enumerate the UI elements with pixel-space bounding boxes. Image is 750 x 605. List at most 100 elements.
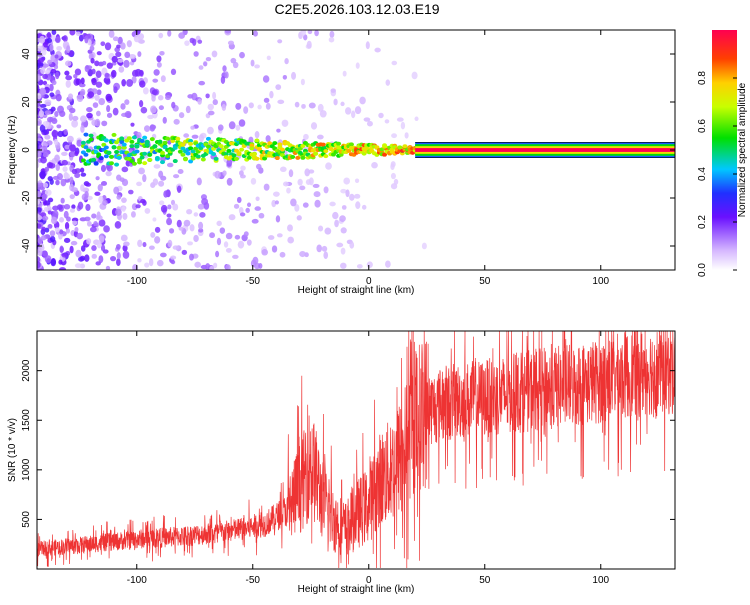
heatmap-cell (50, 68, 57, 74)
heatmap-cell (250, 59, 255, 67)
heatmap-cell (154, 226, 161, 233)
heatmap-cell (163, 190, 169, 198)
heatmap-cell (49, 92, 55, 97)
heatmap-cell (37, 223, 42, 229)
heatmap-x-tick-label: 0 (366, 276, 372, 287)
heatmap-cell (303, 34, 308, 41)
heatmap-cell (175, 136, 181, 141)
heatmap-cell (67, 135, 74, 143)
heatmap-cell (114, 149, 120, 154)
snr-panel: -100 -50 0 50 100 500 1000 1500 2000 Height of … (7, 330, 676, 595)
heatmap-cell (250, 177, 257, 185)
heatmap-cell (189, 253, 194, 261)
heatmap-cell (328, 37, 335, 43)
heatmap-cell (91, 68, 96, 75)
heatmap-cell (140, 106, 148, 114)
heatmap-cell (96, 110, 101, 117)
heatmap-cell (136, 181, 142, 187)
heatmap-cell (181, 249, 188, 255)
heatmap-cell (239, 51, 245, 59)
heatmap-cell (162, 145, 168, 150)
heatmap-cell (105, 171, 112, 177)
heatmap-cell (205, 136, 211, 141)
heatmap-cell (69, 150, 75, 157)
heatmap-cell (63, 128, 68, 135)
heatmap-cell (411, 71, 418, 80)
heatmap-cell (391, 60, 398, 66)
heatmap-cell (74, 226, 79, 233)
heatmap-cell (72, 220, 78, 226)
heatmap-cell (104, 42, 112, 51)
heatmap-cell (106, 164, 113, 172)
heatmap-cell (290, 154, 296, 159)
heatmap-cell (119, 177, 125, 182)
heatmap-cell (38, 110, 45, 118)
heatmap-cell (265, 135, 271, 143)
heatmap-cell (40, 156, 47, 164)
heatmap-cell (53, 138, 59, 146)
heatmap-cell (288, 169, 294, 178)
heatmap-cell (105, 265, 111, 270)
heatmap-cell (279, 251, 286, 258)
heatmap-cell (212, 99, 218, 106)
heatmap-cell (93, 161, 99, 166)
heatmap-cell (198, 80, 206, 86)
heatmap-cell (304, 168, 310, 177)
heatmap-cell (102, 60, 107, 66)
snr-x-label: Height of straight line (km) (298, 584, 415, 595)
heatmap-cell (39, 170, 46, 179)
heatmap-cell (321, 245, 328, 252)
heatmap-cell (301, 103, 306, 109)
heatmap-cell (71, 119, 79, 128)
heatmap-cell (314, 199, 321, 208)
heatmap-cell (63, 210, 69, 219)
heatmap-cell (113, 86, 118, 94)
heatmap-cell (248, 102, 254, 109)
heatmap-cell (40, 103, 47, 108)
heatmap-cell (190, 125, 195, 130)
heatmap-cell (93, 220, 98, 227)
heatmap-cell (238, 119, 246, 127)
heatmap-cell (122, 212, 128, 220)
heatmap-cell (365, 41, 370, 50)
heatmap-cell (142, 135, 148, 140)
heatmap-cell (225, 232, 233, 240)
heatmap-cell (100, 41, 106, 47)
heatmap-cell (56, 124, 62, 129)
heatmap-cell (151, 89, 158, 96)
heatmap-cell (319, 110, 327, 118)
heatmap-cell (116, 44, 121, 49)
heatmap-cell (116, 155, 122, 160)
heatmap-cell (274, 156, 280, 161)
heatmap-cell (52, 210, 59, 218)
heatmap-cell (340, 247, 346, 255)
heatmap-cell (89, 45, 95, 52)
heatmap-cell (42, 120, 50, 127)
heatmap-cell (152, 217, 157, 222)
heatmap-cell (139, 155, 145, 160)
heatmap-cell (329, 30, 335, 38)
heatmap-cell (324, 227, 332, 235)
heatmap-cell (83, 145, 89, 150)
heatmap-cell (263, 183, 270, 191)
heatmap-cell (192, 38, 197, 46)
heatmap-cell (47, 116, 54, 123)
heatmap-cell (41, 234, 47, 241)
heatmap-cell (39, 124, 46, 133)
colorbar: 0.0 0.2 0.4 0.6 0.8 Normalized spectral ampl… (697, 30, 748, 277)
heatmap-cell (366, 120, 373, 127)
heatmap-cell (167, 204, 172, 210)
heatmap-cell (300, 78, 305, 86)
heatmap-cell (164, 94, 171, 101)
heatmap-cell (191, 134, 199, 139)
heatmap-cell (251, 218, 259, 224)
heatmap-cell (172, 159, 178, 164)
heatmap-cell (85, 182, 92, 187)
heatmap-cell (254, 206, 262, 211)
heatmap-cell (307, 30, 313, 35)
heatmap-cell (102, 249, 109, 254)
heatmap-cell (96, 89, 102, 96)
heatmap-cell (226, 177, 233, 186)
heatmap-cell (69, 176, 74, 185)
